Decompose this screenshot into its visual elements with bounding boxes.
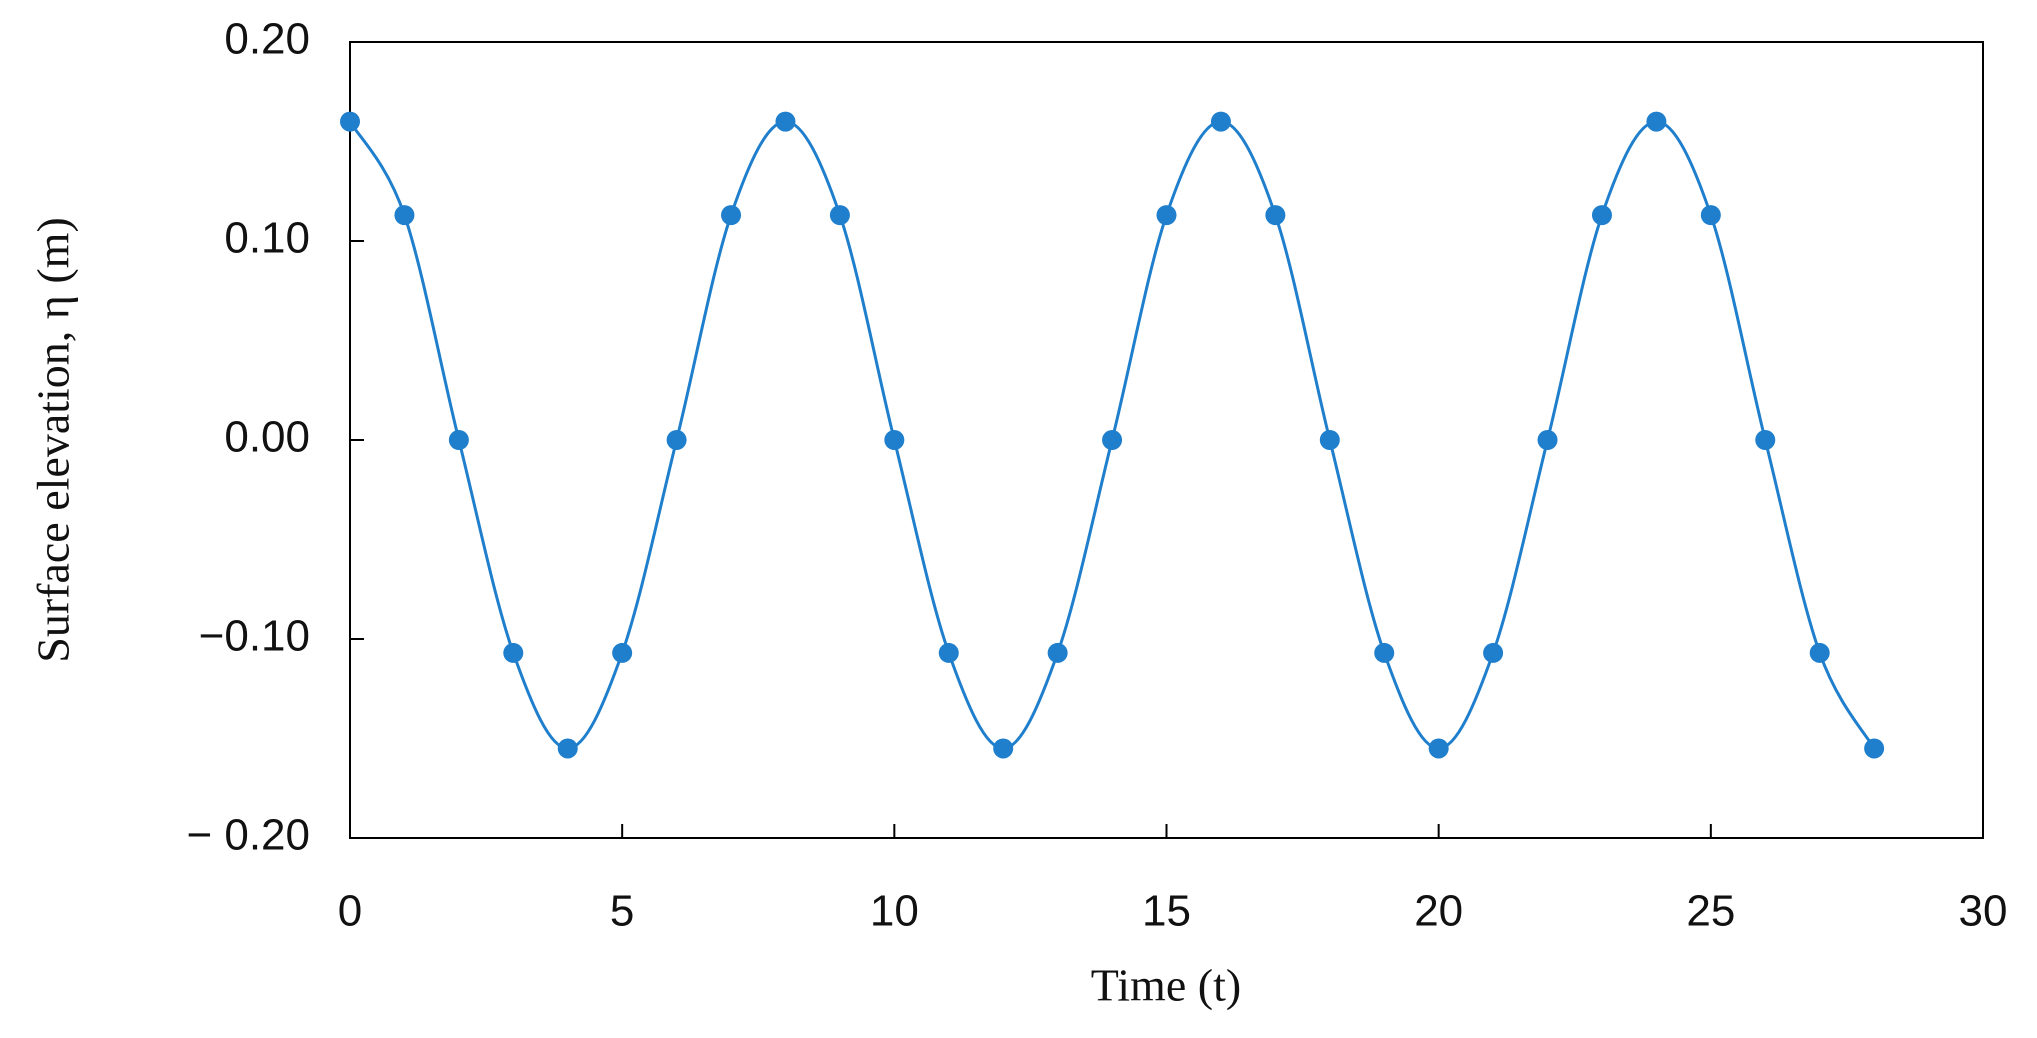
data-point [612,642,633,663]
x-tick-label: 0 [338,887,362,936]
x-tick-label: 20 [1414,887,1463,936]
data-point [775,111,796,132]
data-point [1700,205,1721,226]
y-tick-label: 0.00 [224,413,310,462]
x-tick-label: 5 [610,887,634,936]
x-tick-label: 30 [1959,887,2008,936]
data-point [557,738,578,759]
data-point [1809,642,1830,663]
y-tick-label: 0.20 [224,15,310,64]
data-point [666,430,687,450]
data-point [1591,205,1612,226]
y-tick-label: − 0.20 [186,811,310,860]
data-point [829,205,850,226]
data-point [1374,642,1395,663]
data-point [340,111,360,132]
data-point [1265,205,1286,226]
x-tick-label: 25 [1686,887,1735,936]
data-point [503,642,524,663]
data-point [938,642,959,663]
data-point [1428,738,1449,759]
y-tick-label: 0.10 [224,214,310,263]
x-axis-title: Time (t) [1091,960,1241,1011]
data-point [1537,430,1558,450]
data-point [1102,430,1123,450]
y-axis-title: Surface elevation, η (m) [28,217,79,663]
data-point [884,430,905,450]
data-point [1483,642,1504,663]
data-point [1156,205,1177,226]
data-point [1864,738,1885,759]
data-point [993,738,1014,759]
data-point [394,205,415,226]
data-point [1646,111,1667,132]
data-point [448,430,469,450]
data-point [1210,111,1231,132]
x-tick-label: 10 [870,887,919,936]
data-point [1047,642,1068,663]
data-point [1755,430,1776,450]
data-point [1319,430,1340,450]
data-point [721,205,742,226]
x-tick-label: 15 [1142,887,1191,936]
y-tick-label: −0.10 [199,612,310,661]
